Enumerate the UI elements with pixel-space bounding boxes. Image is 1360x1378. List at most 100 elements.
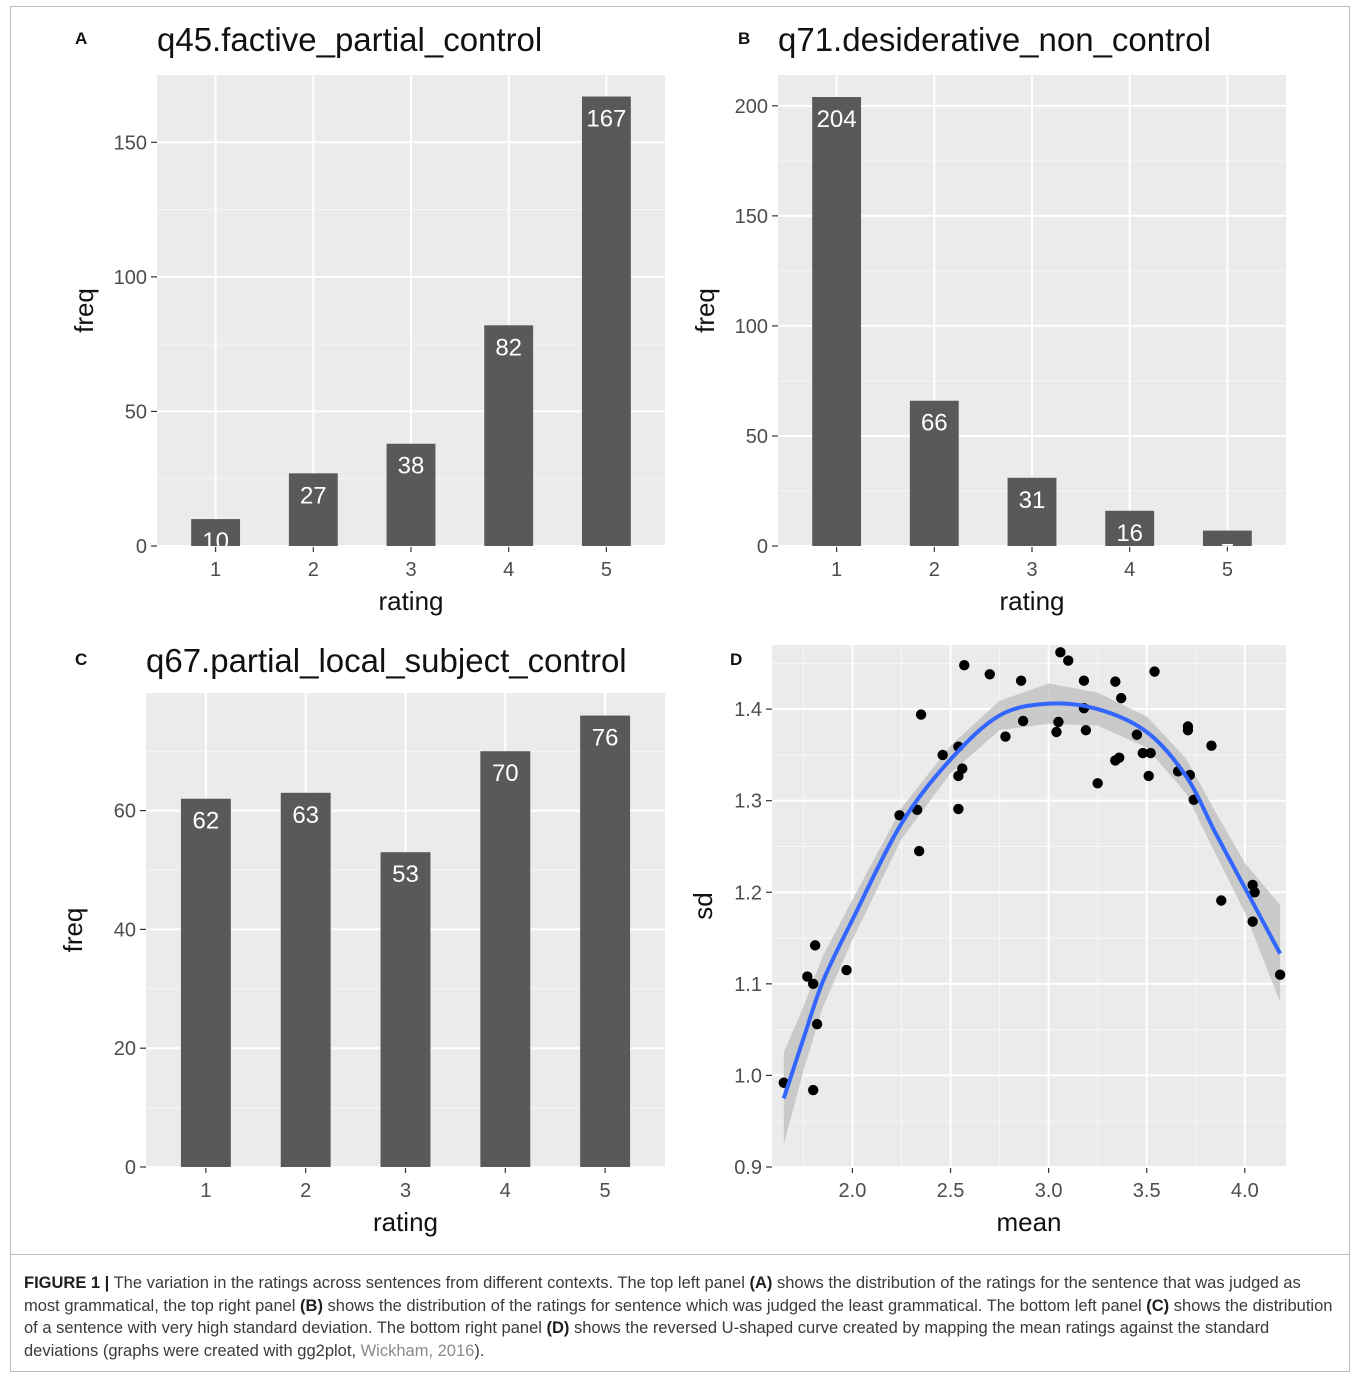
data-point	[811, 1018, 823, 1030]
bar-value-label: 53	[392, 861, 419, 888]
x-tick-label: 4	[503, 559, 514, 581]
data-point	[937, 749, 948, 761]
x-tick-label: 2	[308, 559, 319, 581]
bar-value-label: 62	[193, 808, 220, 835]
caption-divider	[10, 1254, 1350, 1255]
data-point	[1051, 726, 1062, 738]
x-tick-label: 3.0	[1035, 1180, 1063, 1202]
x-tick-label: 4	[500, 1180, 511, 1202]
data-point	[1015, 675, 1027, 686]
y-tick-label: 100	[735, 316, 768, 338]
x-axis-title: mean	[996, 1207, 1061, 1237]
caption-text-2: shows the distribution of the ratings fo…	[24, 1274, 1301, 1315]
bar-value-label: 38	[398, 453, 425, 480]
panel-title: q71.desiderative_non_control	[778, 21, 1211, 58]
x-axis-title: rating	[373, 1207, 438, 1237]
data-point	[1249, 887, 1260, 898]
x-tick-label: 5	[600, 1180, 611, 1202]
bar-value-label: 31	[1019, 487, 1046, 514]
figure-frame	[10, 6, 1350, 1372]
y-tick-label: 1.4	[734, 699, 762, 721]
x-tick-label: 3.5	[1133, 1180, 1161, 1202]
bar	[288, 473, 338, 546]
data-point	[1247, 916, 1258, 927]
data-point	[1145, 747, 1156, 759]
data-point	[1116, 692, 1127, 704]
panel-d: D 2.0 2.5 3.0 3.5 4.0 0.9 1.0 1.1 1.2 1.3 1.4 mean sd	[688, 645, 1286, 1237]
data-point	[841, 964, 852, 976]
data-point	[1149, 666, 1160, 677]
bar	[180, 798, 231, 1167]
caption-ref-a: (A)	[749, 1274, 773, 1292]
x-tick-label: 3	[1026, 559, 1037, 581]
y-tick-label: 1.0	[734, 1065, 762, 1087]
y-axis-title: freq	[58, 908, 88, 953]
caption-text-3: shows the distribution of the ratings fo…	[322, 1296, 1147, 1315]
bar-value-label: 76	[592, 725, 619, 752]
bar-value-label: 82	[495, 334, 522, 361]
bar	[580, 715, 631, 1167]
bar-value-label: 167	[586, 106, 626, 133]
y-axis-title: freq	[690, 288, 720, 333]
y-tick-label: 50	[125, 401, 147, 423]
y-tick-label: 50	[746, 426, 768, 448]
data-point	[1137, 747, 1148, 759]
bar-value-label: 7	[1221, 540, 1234, 567]
x-tick-label: 2.0	[839, 1180, 867, 1202]
panel-letter: D	[730, 650, 742, 669]
data-point	[809, 940, 821, 951]
data-point	[915, 709, 927, 720]
y-tick-label: 0	[136, 536, 147, 558]
y-tick-label: 0.9	[734, 1157, 762, 1179]
bar	[386, 443, 436, 546]
x-tick-label: 4	[1124, 559, 1135, 581]
x-tick-label: 1	[210, 559, 221, 581]
data-point	[1080, 724, 1092, 736]
panel-letter: B	[738, 29, 750, 48]
data-point	[1053, 716, 1064, 728]
data-point	[1017, 715, 1029, 727]
panel-letter: A	[75, 29, 87, 48]
bar	[191, 519, 241, 546]
x-tick-label: 4.0	[1231, 1180, 1259, 1202]
bar	[484, 325, 534, 546]
bar	[1007, 477, 1057, 546]
panel-title: q67.partial_local_subject_control	[146, 642, 627, 679]
data-point	[894, 810, 905, 821]
y-tick-label: 100	[114, 267, 147, 289]
bar-value-label: 204	[817, 106, 857, 133]
y-tick-label: 1.1	[734, 974, 762, 996]
x-tick-label: 5	[601, 559, 612, 581]
bar-value-label: 63	[292, 802, 319, 829]
x-tick-label: 3	[405, 559, 416, 581]
x-tick-label: 1	[200, 1180, 211, 1202]
caption-citation-link[interactable]: Wickham, 2016	[360, 1341, 475, 1360]
bar-value-label: 10	[202, 528, 229, 555]
y-tick-label: 150	[735, 206, 768, 228]
y-tick-label: 1.2	[734, 882, 762, 904]
bar	[581, 96, 631, 546]
x-tick-label: 3	[400, 1180, 411, 1202]
data-point	[1055, 647, 1066, 658]
y-tick-label: 200	[735, 96, 768, 118]
bar	[480, 751, 531, 1167]
caption-label: FIGURE 1 |	[24, 1274, 110, 1292]
data-point	[1206, 740, 1217, 751]
y-axis-title: freq	[69, 288, 99, 333]
data-point	[1063, 655, 1074, 666]
data-point	[1000, 731, 1011, 742]
bar-value-label: 70	[492, 760, 519, 787]
data-point	[1078, 675, 1090, 686]
x-tick-label: 2	[929, 559, 940, 581]
x-tick-label: 2	[300, 1180, 311, 1202]
data-point	[1110, 676, 1121, 687]
y-tick-label: 1.3	[734, 791, 762, 813]
y-axis-title: sd	[688, 892, 718, 919]
caption-text-5: shows the reversed U-shaped curve create…	[24, 1319, 1270, 1360]
bar	[1105, 510, 1155, 546]
caption-ref-d: (D)	[546, 1319, 570, 1337]
x-axis-title: rating	[378, 586, 443, 616]
y-tick-label: 60	[114, 801, 136, 823]
